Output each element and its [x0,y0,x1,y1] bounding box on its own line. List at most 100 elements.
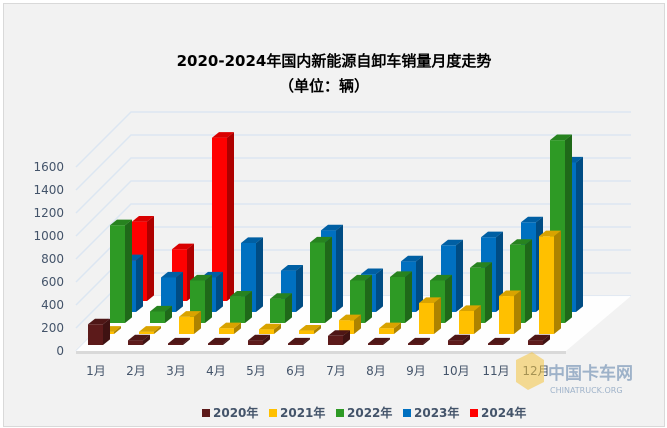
bar-side [154,326,161,334]
bar [448,334,470,345]
bar [299,324,321,334]
bar-side [216,271,223,312]
bar-top [379,322,401,329]
bar-top [368,337,390,344]
bar-front [270,298,285,323]
y-tick-label: 1000 [33,229,64,243]
bar [310,236,332,323]
bar [328,330,350,345]
bar-side [503,337,510,345]
y-tick-label: 1600 [33,160,64,174]
bar-top [521,216,543,223]
floor-edge [76,351,566,354]
bar-front [379,328,394,334]
bar [270,293,292,323]
bar-side [103,318,110,345]
bar-side [525,239,532,323]
bar [408,337,430,345]
bar-side [576,156,583,312]
bar-side [383,337,390,345]
bar-side [343,330,350,345]
bar-top [441,239,463,246]
bar-top [190,274,212,281]
bar-top [230,290,252,297]
bar [259,323,281,334]
bar-side [336,224,343,312]
bar [390,271,412,323]
legend-swatch [403,409,411,417]
bar [459,305,481,334]
bar-side [365,274,372,323]
bar-top [328,330,350,336]
bar-top [310,236,332,243]
bar [219,322,241,334]
gridline [75,157,631,214]
bar-side [554,230,561,334]
bar [368,337,390,345]
bar-side [354,314,361,334]
bar-side [263,334,270,345]
bar-top [179,311,201,317]
y-tick-label: 600 [41,275,64,289]
bar-front [230,296,245,323]
bar-side [143,334,150,345]
bar-front [448,340,463,345]
bar-top [248,334,270,341]
bar-side [285,293,292,323]
bar-front [88,324,103,345]
bar-side [314,324,321,334]
bar-front [219,328,234,334]
bar-side [463,334,470,345]
bar-side [183,337,190,345]
bar-front [408,343,423,345]
bar [150,305,172,323]
bar-front [179,316,194,334]
bar-top [401,255,423,262]
bar [110,219,132,323]
bar-side [136,254,143,312]
bar-top [499,290,521,297]
bar-top [419,297,441,303]
x-tick-label: 8月 [366,364,386,378]
y-tick-label: 200 [41,321,64,335]
bar-front [128,340,143,345]
bar-top [339,314,361,321]
bar-top [299,324,321,331]
bar-front [459,311,474,334]
bar-side [496,231,503,312]
bar-top [470,262,492,268]
watermark-cn: 中国卡车网 [548,363,633,384]
bar [248,334,270,345]
bar-side [125,219,132,323]
bar-top [281,265,303,271]
bar [88,318,110,345]
bar-side [565,134,572,323]
bar-top [212,132,234,138]
bar [419,297,441,334]
bar-side [296,265,303,312]
bar-top [528,334,550,341]
bar-top [390,271,412,277]
bar-front [499,296,514,334]
chart-area: 2020-2024年国内新能源自卸车销量月度走势 （单位：辆） 1月 2月 3月 4月… [3,3,665,427]
x-tick-label: 10月 [442,364,469,378]
bar-side [445,274,452,323]
x-tick-label: 11月 [482,364,509,378]
bar-front [168,343,183,345]
bar-side [227,132,234,301]
bar-front [110,225,125,323]
legend-label: 2024年 [481,405,526,420]
bar [379,322,401,334]
bar-front [139,331,154,334]
bar-side [514,290,521,334]
bar [128,334,150,345]
x-tick-label: 4月 [206,364,226,378]
bar-side [256,237,263,312]
bar-top [510,239,532,245]
bar-top [459,305,481,311]
bar [179,311,201,334]
bar [350,274,372,323]
x-tick-label: 6月 [286,364,306,378]
bar-side [303,337,310,345]
chart-subtitle: （单位：辆） [279,77,369,95]
